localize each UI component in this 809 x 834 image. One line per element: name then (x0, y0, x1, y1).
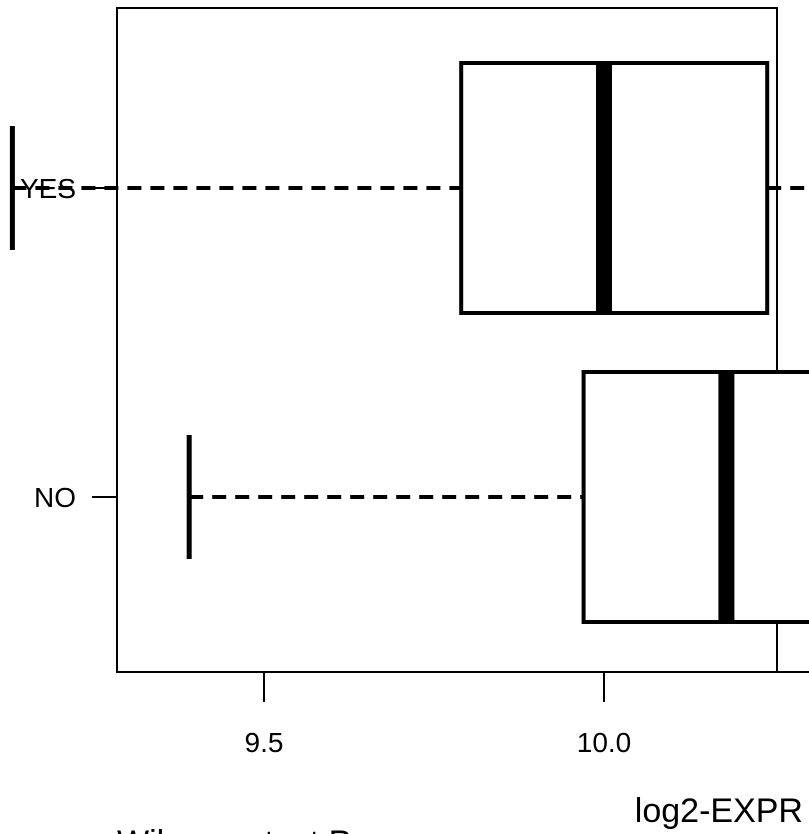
footnote-label: Wilcoxon test P = (117, 824, 380, 834)
box-group-yes (9, 61, 809, 315)
y-category-label: YES (20, 173, 76, 204)
iqr-box (459, 61, 770, 315)
box-group-no (186, 370, 809, 624)
x-axis-title: log2-EXPR (635, 792, 803, 830)
iqr-box (581, 370, 809, 624)
x-tick-label: 10.0 (577, 727, 632, 758)
y-category-label: NO (34, 482, 76, 513)
x-tick-label: 9.5 (245, 727, 284, 758)
y-axis: YES NO (20, 173, 117, 513)
boxes-layer (9, 61, 809, 624)
x-axis: 9.510.010.511.0 (245, 671, 809, 758)
